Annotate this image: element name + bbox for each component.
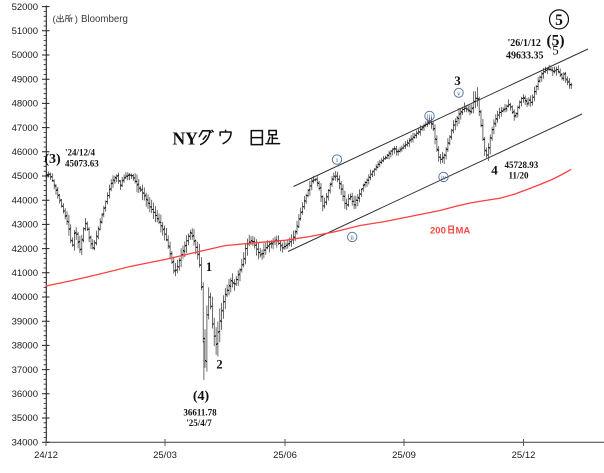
svg-text:36000: 36000 xyxy=(12,389,38,400)
svg-text:43000: 43000 xyxy=(12,220,38,231)
svg-text:41000: 41000 xyxy=(12,268,38,279)
svg-text:25/09: 25/09 xyxy=(392,450,416,461)
svg-text:iv: iv xyxy=(441,175,447,182)
svg-text:1: 1 xyxy=(206,260,212,274)
svg-text:25/12: 25/12 xyxy=(512,450,536,461)
svg-text:'24/12/4: '24/12/4 xyxy=(65,148,96,158)
svg-text:25/03: 25/03 xyxy=(153,450,177,461)
svg-text:40000: 40000 xyxy=(12,292,38,303)
svg-text:50000: 50000 xyxy=(12,50,38,61)
svg-text:44000: 44000 xyxy=(12,195,38,206)
svg-text:46000: 46000 xyxy=(12,147,38,158)
svg-text:5: 5 xyxy=(552,42,559,57)
svg-text:i: i xyxy=(336,157,338,164)
svg-text:11/20: 11/20 xyxy=(508,171,529,181)
svg-text:3: 3 xyxy=(454,73,461,88)
svg-text:): ) xyxy=(75,14,78,25)
svg-text:'25/4/7: '25/4/7 xyxy=(186,418,212,428)
svg-text:37000: 37000 xyxy=(12,365,38,376)
svg-text:'26/1/12: '26/1/12 xyxy=(508,38,541,49)
svg-text:NY: NY xyxy=(173,129,199,149)
svg-text:v: v xyxy=(457,90,461,97)
svg-text:24/12: 24/12 xyxy=(34,450,58,461)
svg-text:(4): (4) xyxy=(193,389,210,404)
svg-text:45073.63: 45073.63 xyxy=(65,159,99,169)
svg-text:49633.35: 49633.35 xyxy=(506,51,544,62)
svg-text:iii: iii xyxy=(427,114,433,121)
svg-text:52000: 52000 xyxy=(12,2,38,13)
svg-text:35000: 35000 xyxy=(12,413,38,424)
svg-text:200: 200 xyxy=(430,226,446,237)
svg-text:47000: 47000 xyxy=(12,123,38,134)
svg-text:ii: ii xyxy=(350,235,354,242)
svg-text:25/06: 25/06 xyxy=(273,450,297,461)
svg-text:51000: 51000 xyxy=(12,26,38,37)
svg-text:5: 5 xyxy=(555,12,563,29)
svg-text:4: 4 xyxy=(491,163,498,178)
svg-text:45000: 45000 xyxy=(12,171,38,182)
svg-text:2: 2 xyxy=(216,358,222,372)
svg-text:36611.78: 36611.78 xyxy=(183,408,217,418)
svg-text:49000: 49000 xyxy=(12,74,38,85)
svg-text:38000: 38000 xyxy=(12,341,38,352)
svg-text:MA: MA xyxy=(456,226,471,237)
svg-text:48000: 48000 xyxy=(12,99,38,110)
svg-text:(: ( xyxy=(53,14,57,25)
svg-text:42000: 42000 xyxy=(12,244,38,255)
svg-text:45728.93: 45728.93 xyxy=(505,160,539,170)
svg-text:39000: 39000 xyxy=(12,316,38,327)
svg-text:Bloomberg: Bloomberg xyxy=(81,14,128,25)
svg-text:(5): (5) xyxy=(546,33,564,50)
svg-text:34000: 34000 xyxy=(12,437,38,448)
svg-text:(3): (3) xyxy=(44,152,61,167)
